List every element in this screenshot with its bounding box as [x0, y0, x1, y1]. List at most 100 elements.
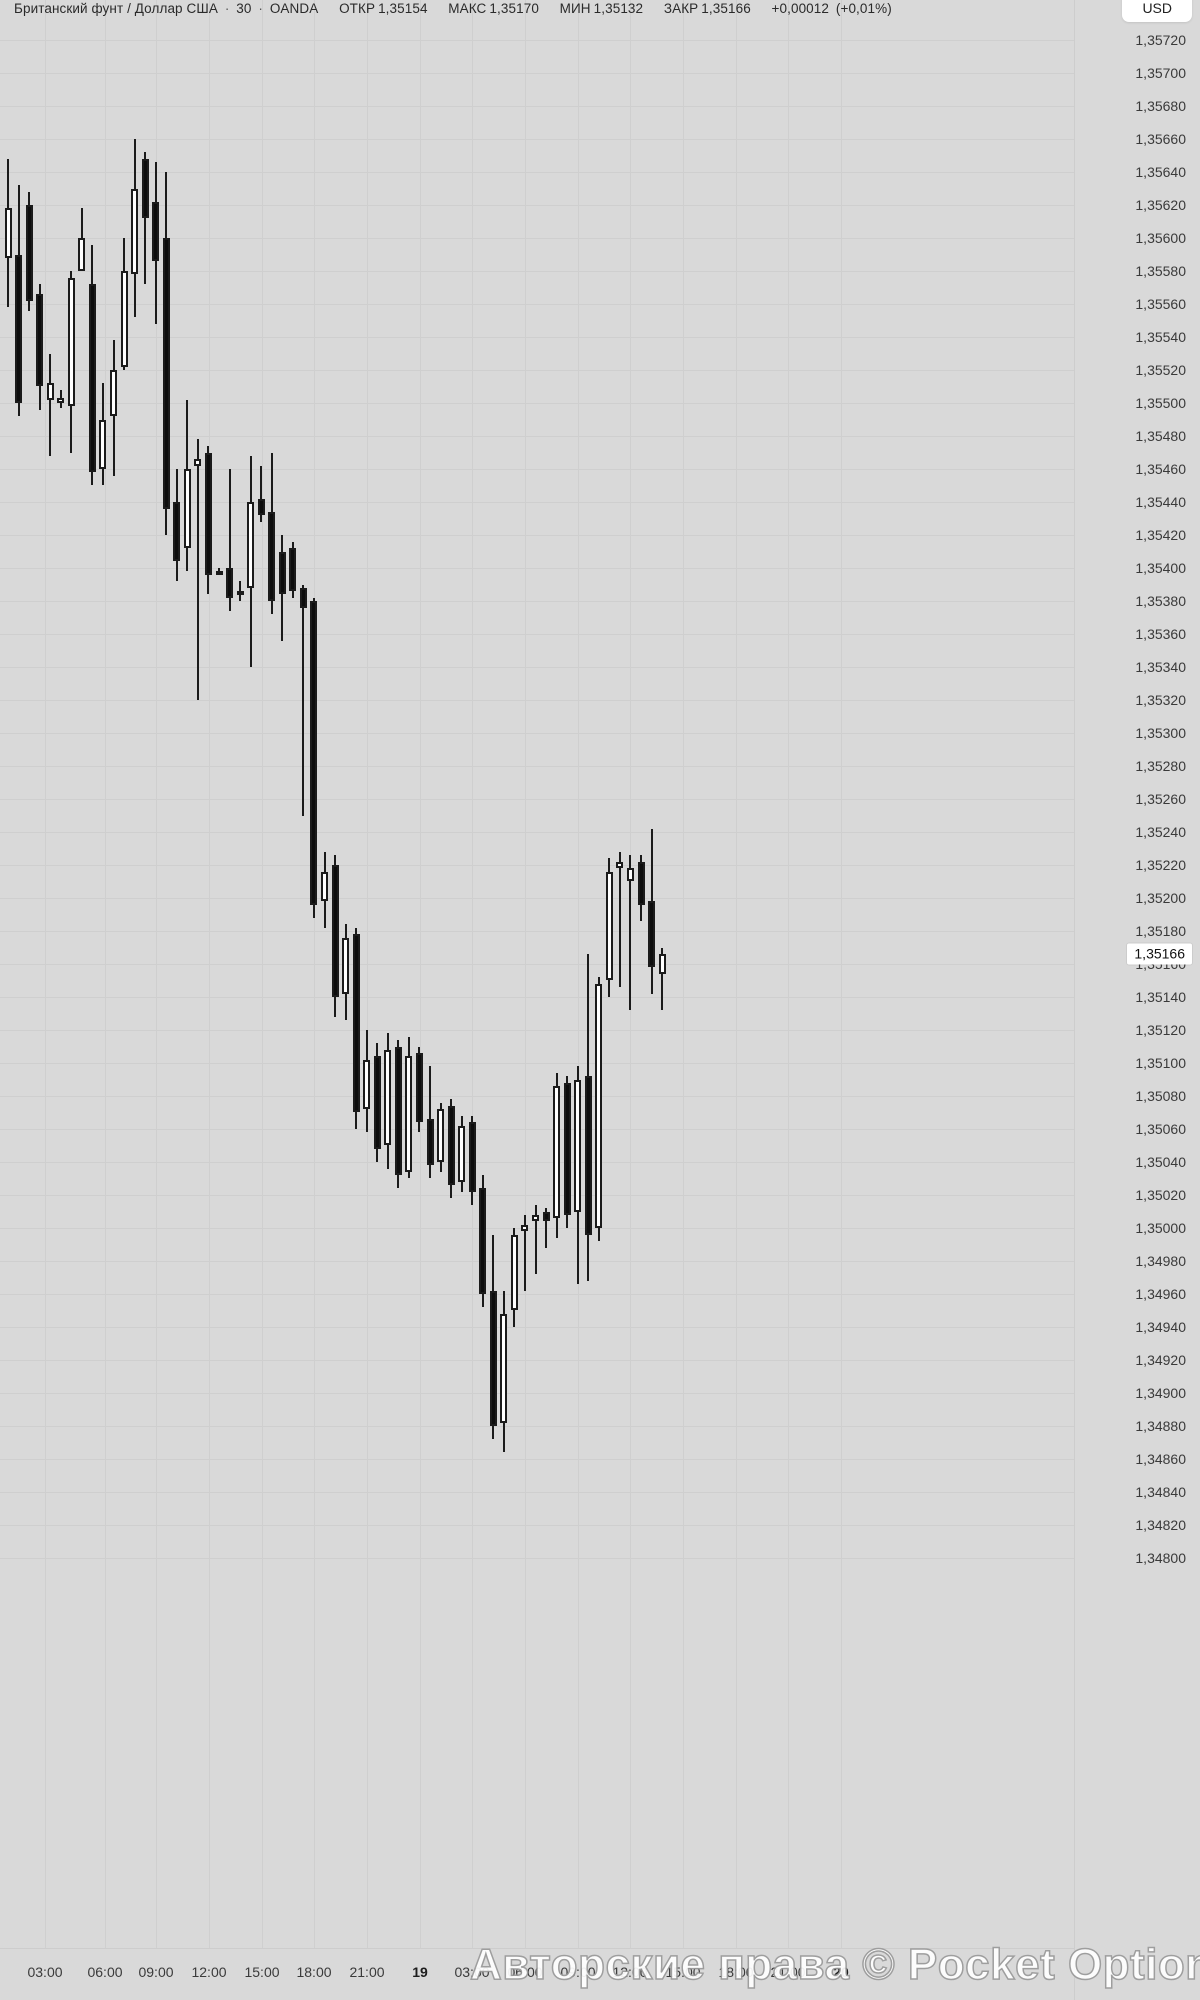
candle-body-bearish	[162, 238, 170, 509]
candle-body-bullish	[57, 398, 65, 403]
time-scale[interactable]: 03:00 06:00 09:00 12:00 15:00 18:00 21:00 19 03:…	[0, 1948, 1074, 2000]
price-tick-label: 1,34820	[1135, 1517, 1186, 1533]
candlestick	[310, 0, 318, 1948]
candlestick	[373, 0, 381, 1948]
candle-body-bearish	[373, 1056, 381, 1149]
candlestick	[553, 0, 561, 1948]
candlestick	[384, 0, 392, 1948]
grid-line-horizontal	[0, 1393, 1074, 1394]
candlestick	[521, 0, 529, 1948]
price-tick-label: 1,35280	[1135, 758, 1186, 774]
price-tick-label: 1,35720	[1135, 32, 1186, 48]
candle-body-bullish	[521, 1224, 529, 1232]
price-tick-label: 1,35600	[1135, 230, 1186, 246]
price-tick-label: 1,35240	[1135, 824, 1186, 840]
grid-line-horizontal	[0, 865, 1074, 866]
grid-line-horizontal	[0, 1426, 1074, 1427]
price-tick-label: 1,35660	[1135, 131, 1186, 147]
candlestick	[394, 0, 402, 1948]
price-tick-label: 1,34840	[1135, 1484, 1186, 1500]
candlestick	[268, 0, 276, 1948]
price-tick-label: 1,35460	[1135, 461, 1186, 477]
candlestick	[141, 0, 149, 1948]
current-price-badge[interactable]: 1,35166	[1127, 943, 1192, 965]
candle-body-bullish	[131, 188, 139, 275]
candlestick	[162, 0, 170, 1948]
chart-legend: Британский фунт / Доллар США · 30 · OAND…	[14, 1, 895, 16]
grid-line-vertical	[314, 0, 315, 1948]
price-tick-label: 1,35400	[1135, 560, 1186, 576]
candle-body-bearish	[36, 294, 44, 387]
time-tick-label: 03:00	[27, 1964, 63, 1980]
candlestick	[489, 0, 497, 1948]
grid-line-vertical	[209, 0, 210, 1948]
candlestick	[658, 0, 666, 1948]
grid-line-horizontal	[0, 1492, 1074, 1493]
legend-symbol[interactable]: Британский фунт / Доллар США	[14, 1, 218, 16]
candle-body-bullish	[605, 871, 613, 981]
price-tick-label: 1,35040	[1135, 1154, 1186, 1170]
plot-area[interactable]	[0, 0, 1074, 1948]
price-tick-label: 1,35480	[1135, 428, 1186, 444]
price-tick-label: 1,34920	[1135, 1352, 1186, 1368]
price-tick-label: 1,35360	[1135, 626, 1186, 642]
candlestick	[299, 0, 307, 1948]
grid-line-horizontal	[0, 1162, 1074, 1163]
candle-wick	[618, 851, 621, 988]
grid-line-vertical	[156, 0, 157, 1948]
grid-line-horizontal	[0, 799, 1074, 800]
candle-body-bullish	[626, 868, 634, 882]
candlestick	[36, 0, 44, 1948]
price-tick-label: 1,35020	[1135, 1187, 1186, 1203]
candle-body-bullish	[616, 861, 624, 869]
price-tick-label: 1,35440	[1135, 494, 1186, 510]
candlestick	[152, 0, 160, 1948]
candlestick	[510, 0, 518, 1948]
grid-line-horizontal	[0, 568, 1074, 569]
legend-low-value: 1,35132	[593, 1, 644, 16]
grid-line-horizontal	[0, 73, 1074, 74]
candlestick	[88, 0, 96, 1948]
grid-line-horizontal	[0, 436, 1074, 437]
grid-line-horizontal	[0, 337, 1074, 338]
grid-line-horizontal	[0, 700, 1074, 701]
candlestick	[331, 0, 339, 1948]
grid-line-horizontal	[0, 271, 1074, 272]
grid-line-horizontal	[0, 1327, 1074, 1328]
grid-line-horizontal	[0, 634, 1074, 635]
grid-line-horizontal	[0, 1459, 1074, 1460]
price-tick-label: 1,35580	[1135, 263, 1186, 279]
candle-body-bullish	[99, 419, 107, 469]
price-scale[interactable]: USD 1,35720 1,35700 1,35680 1,35660 1,35640 1…	[1074, 0, 1200, 1948]
candlestick	[25, 0, 33, 1948]
candle-wick	[629, 855, 632, 1011]
candle-body-bearish	[289, 548, 297, 592]
price-tick-label: 1,35560	[1135, 296, 1186, 312]
legend-high-value: 1,35170	[489, 1, 539, 16]
price-tick-label: 1,35620	[1135, 197, 1186, 213]
candle-wick	[260, 465, 263, 522]
price-tick-label: 1,35340	[1135, 659, 1186, 675]
candle-body-bullish	[405, 1056, 413, 1172]
price-tick-label: 1,35060	[1135, 1121, 1186, 1137]
time-tick-label: 18:00	[718, 1964, 754, 1980]
time-axis-separator	[0, 1948, 1074, 1949]
candlestick	[405, 0, 413, 1948]
candlestick	[616, 0, 624, 1948]
candle-body-bearish	[141, 158, 149, 219]
legend-close-label: ЗАКР	[663, 1, 699, 16]
candle-body-bearish	[152, 201, 160, 262]
grid-line-vertical	[367, 0, 368, 1948]
candlestick	[194, 0, 202, 1948]
legend-interval[interactable]: 30	[236, 1, 252, 16]
price-tick-label: 1,35000	[1135, 1220, 1186, 1236]
candlestick	[626, 0, 634, 1948]
candle-body-bearish	[542, 1211, 550, 1222]
candle-body-bullish	[658, 954, 666, 974]
time-tick-label: 09:00	[138, 1964, 174, 1980]
time-tick-label: 21:00	[770, 1964, 806, 1980]
currency-badge[interactable]: USD	[1122, 0, 1192, 22]
candlestick	[479, 0, 487, 1948]
candle-body-bearish	[468, 1122, 476, 1192]
